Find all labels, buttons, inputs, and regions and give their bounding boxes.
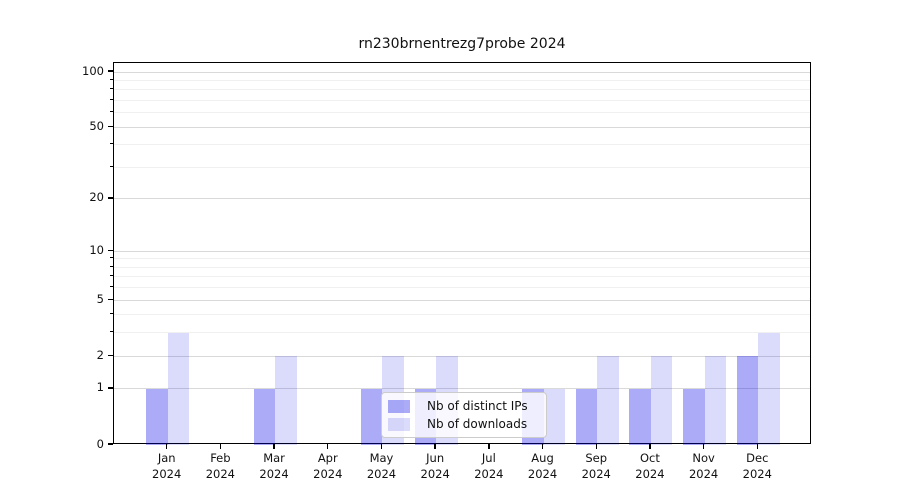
x-tick-label: Nov 2024 (688, 451, 719, 481)
x-tick-mark (488, 444, 490, 449)
legend-swatch-downloads-icon (388, 417, 410, 431)
bar-downloads (758, 332, 780, 445)
y-tick-label: 10 (89, 242, 104, 257)
gridline-minor (114, 332, 810, 334)
bar-distinct-ips (683, 388, 705, 445)
y-tick-label: 1 (96, 380, 104, 395)
x-tick-label: Sep 2024 (581, 451, 611, 481)
y-minor-tick-mark (110, 78, 113, 80)
x-tick-label: Oct 2024 (635, 451, 665, 481)
x-tick-mark (702, 444, 705, 449)
bar-downloads (704, 356, 727, 445)
y-tick-mark (108, 249, 113, 251)
legend-item-downloads: Nb of downloads (388, 417, 546, 431)
y-minor-tick-mark (110, 257, 113, 259)
bar-downloads (543, 388, 566, 445)
bar-downloads (167, 332, 190, 445)
gridline-major (114, 355, 810, 357)
legend-label-downloads: Nb of downloads (427, 417, 528, 431)
x-tick-mark (541, 444, 544, 449)
bar-distinct-ips (253, 388, 276, 445)
x-tick-label: Feb 2024 (205, 451, 236, 481)
gridline-minor (114, 79, 810, 81)
bar-downloads (597, 356, 619, 445)
gridline-minor (114, 167, 810, 168)
gridline-major (114, 299, 810, 301)
gridline-minor (114, 258, 810, 260)
y-tick-mark (108, 197, 113, 199)
bar-distinct-ips (736, 356, 759, 445)
y-tick-mark (108, 298, 113, 300)
y-minor-tick-mark (110, 265, 113, 267)
y-tick-label: 0 (96, 436, 104, 451)
gridline-minor (114, 112, 810, 114)
x-tick-label: Jun 2024 (420, 451, 450, 481)
y-tick-mark (108, 70, 113, 72)
plot-area: Nb of distinct IPs Nb of downloads (113, 62, 811, 445)
x-tick-mark (380, 444, 383, 449)
x-tick-mark (219, 444, 222, 449)
x-tick-mark (756, 444, 758, 449)
gridline-major (114, 198, 810, 200)
gridline-minor (114, 314, 810, 316)
legend-label-distinct-ips: Nb of distinct IPs (427, 399, 528, 413)
x-tick-mark (165, 444, 168, 449)
x-tick-label: Mar 2024 (259, 451, 289, 481)
legend: Nb of distinct IPs Nb of downloads (381, 392, 547, 438)
x-tick-mark (595, 444, 597, 449)
x-tick-mark (327, 444, 329, 449)
gridline-minor (114, 287, 810, 289)
legend-swatch-distinct-ips-icon (388, 399, 410, 413)
y-tick-mark (108, 387, 113, 389)
x-tick-mark (273, 444, 275, 449)
bar-distinct-ips (629, 388, 651, 445)
y-minor-tick-mark (110, 331, 113, 333)
y-tick-label: 50 (89, 118, 104, 133)
x-tick-label: Apr 2024 (313, 451, 343, 481)
x-tick-label: Aug 2024 (527, 451, 558, 481)
y-minor-tick-mark (110, 99, 113, 101)
y-minor-tick-mark (110, 166, 113, 167)
y-tick-label: 5 (96, 291, 104, 306)
y-minor-tick-mark (110, 275, 113, 277)
bar-distinct-ips (146, 388, 168, 445)
gridline-minor (114, 89, 810, 91)
gridline-minor (114, 276, 810, 278)
x-tick-mark (434, 444, 436, 449)
x-tick-mark (649, 444, 651, 449)
gridline-major (114, 250, 810, 252)
chart-title: rn230brnentrezg7probe 2024 (358, 36, 566, 52)
x-tick-label: Dec 2024 (742, 451, 772, 481)
gridline-major (114, 71, 810, 73)
bar-distinct-ips (360, 388, 383, 445)
gridline-major (114, 126, 810, 128)
y-minor-tick-mark (110, 111, 113, 113)
y-tick-label: 2 (96, 347, 104, 362)
y-tick-label: 100 (82, 63, 104, 78)
y-tick-label: 20 (89, 190, 104, 205)
y-tick-mark (108, 443, 113, 445)
gridline-minor (114, 100, 810, 102)
bar-downloads (650, 356, 673, 445)
bar-downloads (275, 356, 297, 445)
x-tick-label: May 2024 (366, 451, 397, 481)
x-tick-label: Jan 2024 (152, 451, 182, 481)
legend-item-distinct-ips: Nb of distinct IPs (388, 399, 546, 413)
y-minor-tick-mark (110, 143, 113, 145)
y-minor-tick-mark (110, 286, 113, 288)
y-minor-tick-mark (110, 88, 113, 90)
gridline-minor (114, 266, 810, 268)
y-minor-tick-mark (110, 313, 113, 315)
gridline-minor (114, 144, 810, 146)
y-tick-mark (108, 125, 113, 127)
y-tick-mark (108, 354, 113, 356)
gridline-major (114, 388, 810, 390)
bar-distinct-ips (575, 388, 598, 445)
x-tick-label: Jul 2024 (474, 451, 504, 481)
